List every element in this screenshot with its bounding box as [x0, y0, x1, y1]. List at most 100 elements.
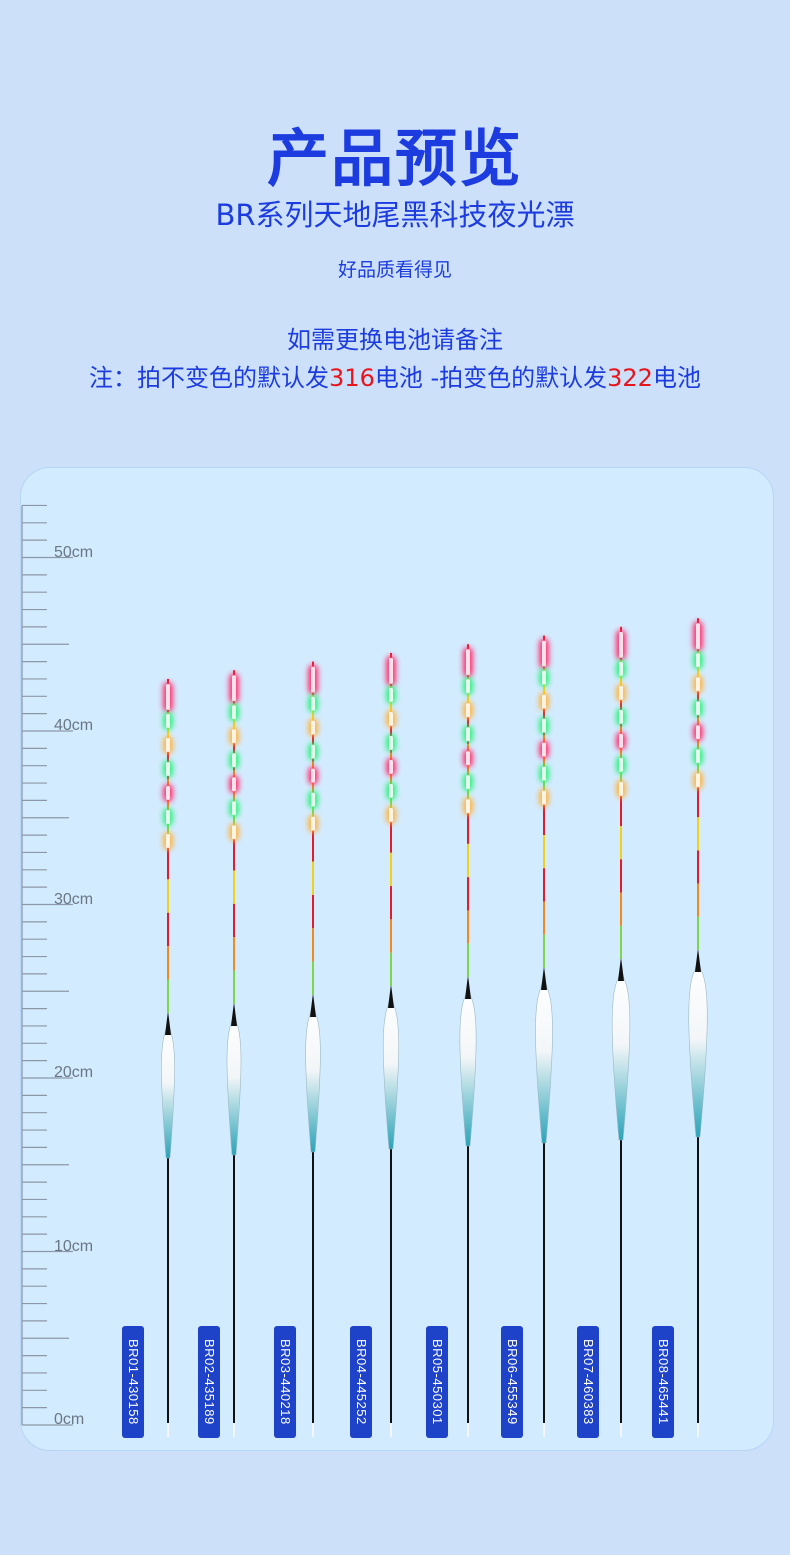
float-light-core: [389, 657, 393, 684]
float-light-core: [466, 703, 470, 718]
float-light-core: [466, 799, 470, 814]
float-light-core: [696, 749, 700, 764]
float-light-core: [232, 753, 236, 768]
float-body: [688, 957, 708, 1138]
float-body: [226, 1011, 242, 1156]
float-light-core: [696, 773, 700, 788]
ruler-label: 0cm: [54, 1411, 85, 1428]
preview-panel: 50cm 40cm 30cm 20cm 10cm 0cm BR01-430158 BR02-…: [20, 467, 774, 1451]
float-br07-460383: [611, 626, 631, 1437]
float-light-core: [389, 783, 393, 798]
floats-illustration: [161, 618, 708, 1437]
float-light-core: [232, 777, 236, 792]
float-br03-440218: [305, 661, 321, 1437]
float-light-core: [466, 775, 470, 790]
float-light-core: [311, 720, 315, 735]
float-light-core: [696, 677, 700, 692]
float-light-core: [166, 683, 170, 710]
float-br04-445252: [382, 652, 400, 1437]
float-light-core: [232, 801, 236, 816]
float-body: [535, 975, 553, 1144]
float-light-core: [166, 785, 170, 800]
float-light-core: [232, 675, 236, 702]
float-light-core: [232, 825, 236, 840]
float-body-tip: [310, 993, 316, 1017]
float-body-tip: [165, 1011, 171, 1035]
float-light-core: [696, 725, 700, 740]
battery-322: 322: [607, 364, 653, 392]
float-light-core: [619, 709, 623, 724]
float-body-tip: [541, 966, 547, 990]
model-tag: BR04-445252: [350, 1326, 372, 1438]
float-light-core: [619, 757, 623, 772]
float-body: [611, 966, 631, 1141]
float-body: [382, 993, 400, 1150]
float-body: [305, 1002, 321, 1153]
float-br05-450301: [459, 644, 477, 1437]
ruler-label: 10cm: [54, 1237, 94, 1255]
float-light-core: [619, 733, 623, 748]
float-light-core: [696, 623, 700, 650]
note-text-1: 注：拍不变色的默认发: [89, 364, 330, 392]
float-light-core: [389, 807, 393, 822]
note-text-3: 电池: [652, 364, 701, 392]
float-body-tip: [618, 957, 624, 981]
model-tag: BR03-440218: [274, 1326, 296, 1438]
float-light-core: [166, 809, 170, 824]
float-body-tip: [388, 984, 394, 1008]
float-light-core: [696, 701, 700, 716]
float-light-core: [619, 661, 623, 676]
model-tag: BR02-435189: [198, 1326, 220, 1438]
ruler-label: 50cm: [54, 543, 94, 561]
note-text-2: 电池 -拍变色的默认发: [374, 364, 608, 392]
float-light-core: [311, 768, 315, 783]
float-body-tip: [465, 975, 471, 999]
float-light-core: [542, 670, 546, 685]
float-light-core: [389, 687, 393, 702]
float-light-core: [466, 649, 470, 676]
float-light-core: [619, 631, 623, 658]
float-light-core: [466, 727, 470, 742]
float-light-core: [311, 792, 315, 807]
float-body: [161, 1020, 175, 1159]
float-light-core: [311, 744, 315, 759]
float-light-core: [166, 761, 170, 776]
float-light-core: [389, 735, 393, 750]
float-light-core: [389, 711, 393, 726]
float-light-core: [542, 766, 546, 781]
float-light-core: [311, 816, 315, 831]
ruler-label: 40cm: [54, 717, 94, 734]
float-light-core: [389, 759, 393, 774]
float-light-core: [311, 666, 315, 693]
float-light-core: [166, 833, 170, 848]
battery-note-detail: 注：拍不变色的默认发316电池 -拍变色的默认发322电池: [0, 358, 790, 393]
model-tag: BR05-450301: [426, 1326, 448, 1438]
float-light-core: [466, 679, 470, 694]
product-subtitle: BR系列天地尾黑科技夜光漂: [215, 198, 575, 232]
ruler-label: 20cm: [54, 1064, 94, 1081]
float-body-tip: [231, 1002, 237, 1026]
tagline: 好品质看得见: [337, 259, 452, 281]
float-light-core: [542, 640, 546, 667]
model-tag: BR07-460383: [577, 1326, 599, 1438]
float-br01-430158: [161, 678, 175, 1437]
float-light-core: [619, 685, 623, 700]
float-br06-455349: [535, 635, 553, 1437]
model-tag: BR06-455349: [501, 1326, 523, 1438]
ruler: [21, 504, 73, 1426]
float-body: [459, 984, 477, 1147]
float-light-core: [311, 696, 315, 711]
page-title: 产品预览: [266, 122, 523, 195]
float-light-core: [542, 694, 546, 709]
float-light-core: [542, 718, 546, 733]
float-light-core: [466, 751, 470, 766]
float-br02-435189: [226, 670, 242, 1437]
float-light-core: [542, 790, 546, 805]
model-tag: BR01-430158: [122, 1326, 144, 1438]
float-light-core: [166, 713, 170, 728]
float-light-core: [232, 705, 236, 720]
float-light-core: [696, 653, 700, 668]
float-light-core: [232, 729, 236, 744]
model-tag: BR08-465441: [652, 1326, 674, 1438]
float-light-core: [542, 742, 546, 757]
